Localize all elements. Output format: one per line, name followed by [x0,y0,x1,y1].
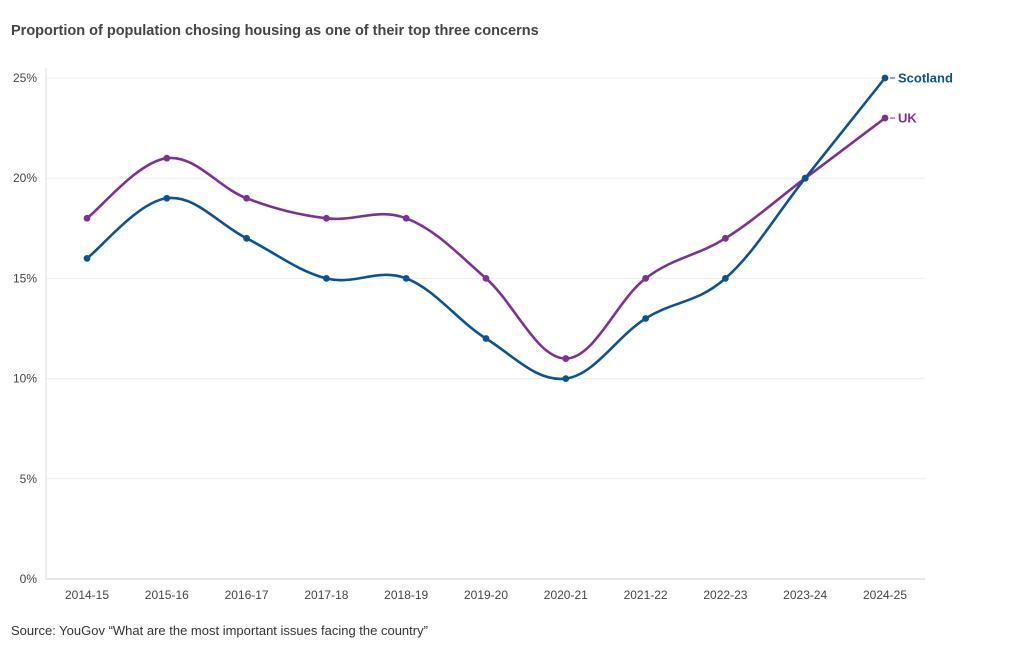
series-labels: UK Scotland [890,71,953,126]
data-point-uk [562,355,570,362]
data-point-uk [243,194,251,202]
data-point-scotland [83,254,91,262]
series-line-scotland [85,76,887,381]
data-point-scotland [722,275,729,282]
data-point-uk [722,234,729,242]
x-tick-label: 2022-23 [703,588,747,602]
x-tick-label: 2023-24 [783,588,827,602]
x-tick-label: 2024-25 [863,588,907,602]
end-label-uk: UK [898,111,917,126]
y-tick-label: 0% [20,572,38,586]
data-point-scotland [402,275,410,282]
source-note: Source: YouGov “What are the most import… [11,623,428,638]
x-tick-label: 2016-17 [225,588,269,602]
data-point-scotland [801,174,809,182]
data-point-uk [402,214,410,222]
x-tick-label: 2019-20 [464,588,508,602]
data-point-scotland [323,275,330,282]
data-point-scotland [482,335,490,342]
x-tick-label: 2015-16 [145,588,189,602]
x-tick-label: 2018-19 [384,588,428,602]
y-tick-label: 25% [13,71,37,85]
y-axis-ticks: 0% 5% 10% 15% 20% 25% [13,71,37,586]
data-point-scotland [562,375,570,382]
series-line-uk [85,116,887,360]
chart-title: Proportion of population chosing housing… [11,23,539,39]
data-point-uk [323,214,330,222]
series-lines [85,76,887,381]
data-point-scotland [243,234,251,242]
data-point-scotland [881,74,889,82]
x-tick-label: 2017-18 [304,588,348,602]
grid-lines [45,68,925,580]
y-tick-label: 10% [13,372,37,386]
data-point-uk [881,114,889,122]
y-tick-label: 20% [13,171,37,185]
end-label-scotland: Scotland [898,71,953,86]
x-tick-label: 2014-15 [65,588,109,602]
data-point-uk [482,275,490,282]
data-point-uk [163,154,171,162]
series-points [83,74,889,382]
x-tick-label: 2020-21 [544,588,588,602]
y-tick-label: 15% [13,271,37,285]
data-point-scotland [163,194,171,202]
y-tick-label: 5% [20,472,38,486]
data-point-scotland [642,315,649,322]
data-point-uk [83,214,91,222]
x-axis-ticks: 2014-15 2015-16 2016-17 2017-18 2018-19 2019-… [65,588,907,602]
data-point-uk [642,275,649,282]
x-tick-label: 2021-22 [624,588,668,602]
